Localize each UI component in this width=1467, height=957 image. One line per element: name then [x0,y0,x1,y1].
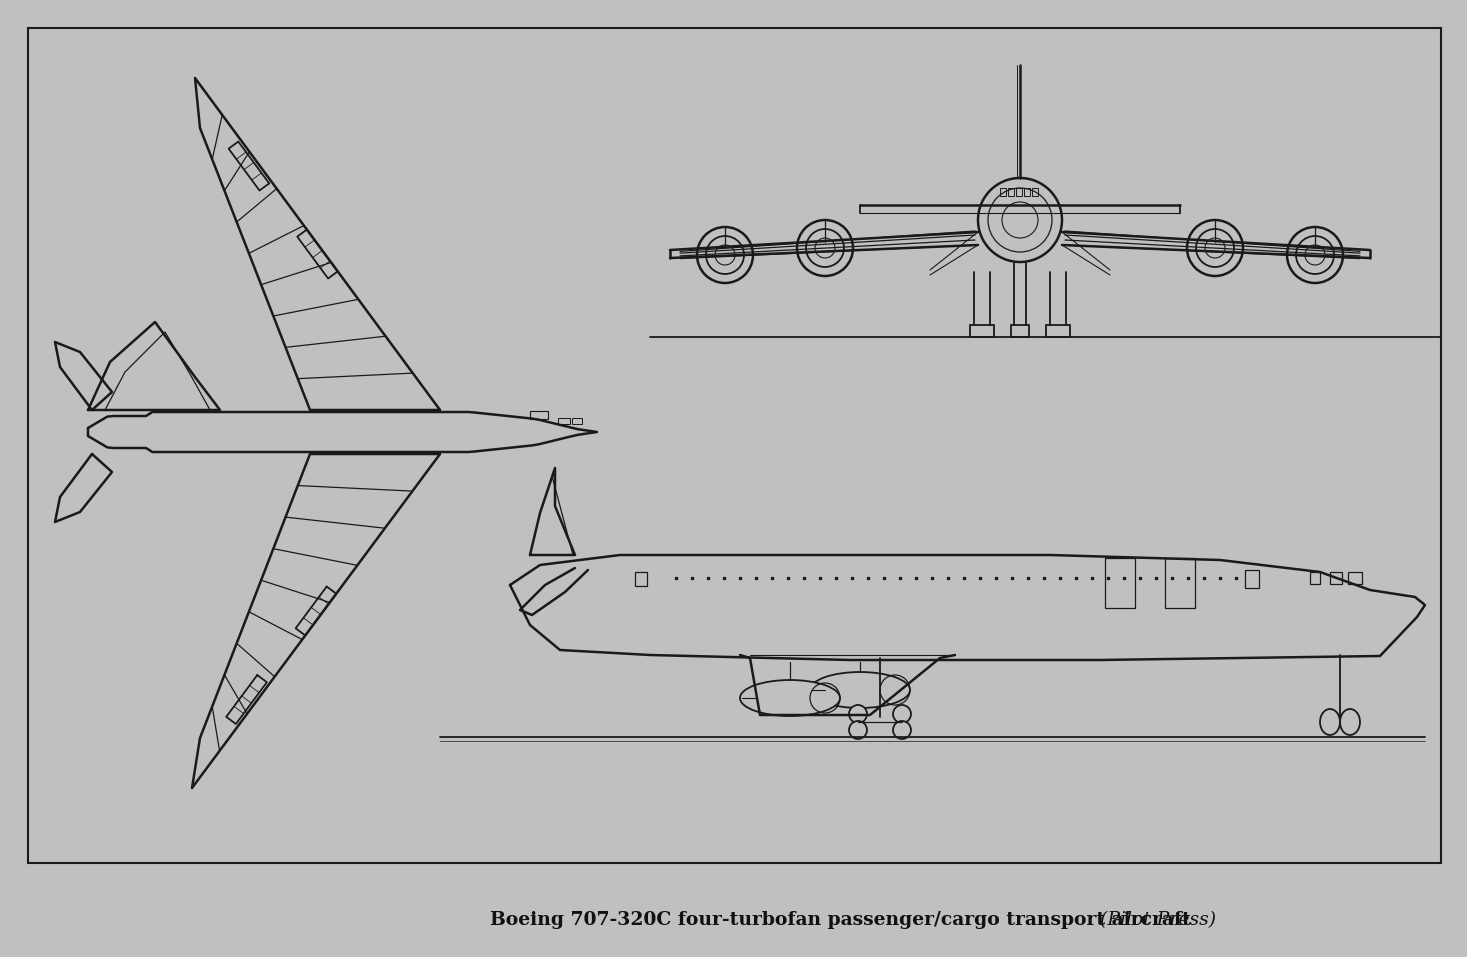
Bar [28,28,1441,863]
Circle shape [797,220,852,276]
Text: Boeing 707-320C four-turbofan passenger/cargo transport aircraft: Boeing 707-320C four-turbofan passenger/… [490,911,1191,929]
Bar [1024,188,1030,196]
Bar [530,411,549,419]
Circle shape [1187,220,1243,276]
Bar [635,572,647,586]
Bar [1008,188,1014,196]
Bar [1046,325,1069,337]
Circle shape [849,721,867,739]
Ellipse shape [1339,709,1360,735]
Bar [970,325,995,337]
Ellipse shape [810,672,910,708]
Bar [1165,558,1196,608]
Ellipse shape [739,680,841,716]
Bar [1331,572,1342,584]
Bar [1105,558,1135,608]
Bar [572,418,582,424]
Bar [1011,325,1028,337]
Bar [1348,572,1361,584]
Circle shape [849,705,867,723]
Ellipse shape [1320,709,1339,735]
Bar [1017,188,1022,196]
Circle shape [978,178,1062,262]
Circle shape [893,721,911,739]
Circle shape [697,227,753,283]
Bar [1000,188,1006,196]
Bar [1031,188,1039,196]
Bar [1245,570,1259,588]
Circle shape [1287,227,1342,283]
Bar [557,418,571,424]
Circle shape [893,705,911,723]
Bar [1310,572,1320,584]
Text: (Pilot Press): (Pilot Press) [1094,911,1216,929]
